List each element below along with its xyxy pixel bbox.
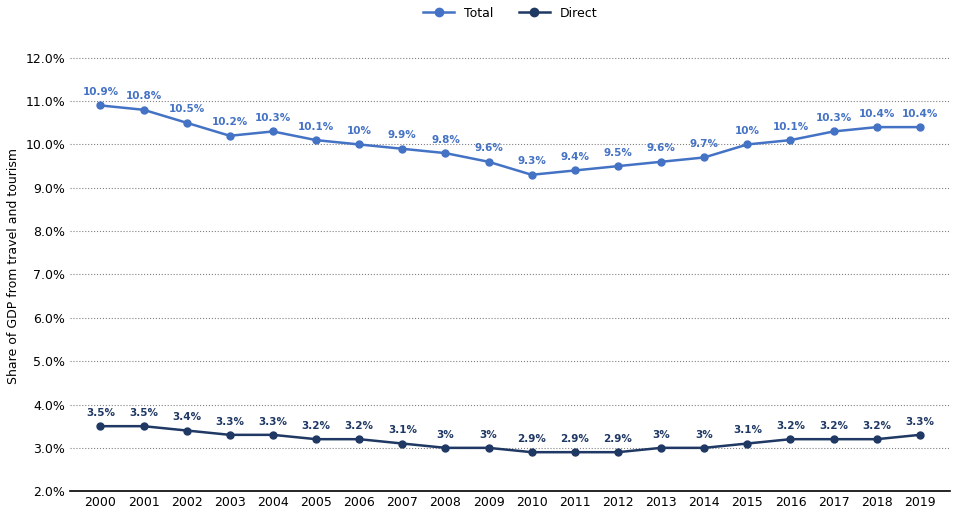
Text: 3.4%: 3.4% — [172, 412, 201, 422]
Total — [785, 137, 796, 143]
Text: 3.3%: 3.3% — [258, 416, 287, 427]
Direct — [224, 432, 235, 438]
Text: 10.5%: 10.5% — [168, 104, 205, 115]
Text: 10.9%: 10.9% — [82, 87, 119, 97]
Text: 10.3%: 10.3% — [255, 113, 291, 123]
Total — [569, 167, 581, 173]
Total — [656, 159, 667, 165]
Text: 9.6%: 9.6% — [474, 143, 503, 153]
Text: 10.3%: 10.3% — [815, 113, 852, 123]
Text: 3.1%: 3.1% — [733, 425, 762, 435]
Text: 9.8%: 9.8% — [431, 135, 460, 145]
Text: 9.5%: 9.5% — [604, 148, 633, 158]
Total — [483, 159, 495, 165]
Direct — [439, 445, 451, 451]
Text: 9.9%: 9.9% — [388, 131, 416, 140]
Direct — [396, 441, 408, 447]
Total — [914, 124, 925, 130]
Direct — [656, 445, 667, 451]
Total — [138, 107, 149, 113]
Total — [699, 154, 710, 160]
Direct — [914, 432, 925, 438]
Text: 3.2%: 3.2% — [776, 421, 805, 431]
Total — [310, 137, 322, 143]
Total — [526, 172, 538, 178]
Text: 2.9%: 2.9% — [561, 434, 590, 444]
Total — [828, 128, 839, 135]
Legend: Total, Direct: Total, Direct — [418, 2, 602, 25]
Text: 3.2%: 3.2% — [862, 421, 891, 431]
Total — [742, 141, 753, 148]
Text: 3%: 3% — [479, 429, 498, 440]
Text: 10.4%: 10.4% — [858, 109, 895, 119]
Total — [267, 128, 278, 135]
Text: 10.1%: 10.1% — [772, 122, 809, 132]
Text: 3.5%: 3.5% — [129, 408, 158, 418]
Text: 3.2%: 3.2% — [819, 421, 848, 431]
Text: 10.2%: 10.2% — [211, 118, 248, 127]
Text: 10.1%: 10.1% — [298, 122, 334, 132]
Direct — [871, 436, 882, 442]
Total — [612, 163, 624, 169]
Text: 10.4%: 10.4% — [901, 109, 938, 119]
Direct — [310, 436, 322, 442]
Text: 2.9%: 2.9% — [604, 434, 633, 444]
Direct — [95, 423, 106, 429]
Text: 10.8%: 10.8% — [125, 91, 162, 102]
Text: 10%: 10% — [346, 126, 371, 136]
Text: 3.3%: 3.3% — [905, 416, 934, 427]
Text: 9.6%: 9.6% — [647, 143, 676, 153]
Total — [95, 102, 106, 108]
Direct — [612, 449, 624, 455]
Text: 9.3%: 9.3% — [518, 156, 546, 167]
Direct — [742, 441, 753, 447]
Total — [181, 120, 192, 126]
Direct — [181, 427, 192, 433]
Total — [396, 146, 408, 152]
Text: 3%: 3% — [436, 429, 455, 440]
Text: 10%: 10% — [735, 126, 760, 136]
Total — [353, 141, 365, 148]
Text: 3%: 3% — [653, 429, 670, 440]
Y-axis label: Share of GDP from travel and tourism: Share of GDP from travel and tourism — [7, 148, 20, 384]
Text: 3.5%: 3.5% — [86, 408, 115, 418]
Text: 9.7%: 9.7% — [690, 139, 719, 149]
Total — [439, 150, 451, 156]
Line: Total: Total — [97, 102, 924, 178]
Text: 3.2%: 3.2% — [301, 421, 330, 431]
Direct — [483, 445, 495, 451]
Total — [224, 133, 235, 139]
Text: 3.1%: 3.1% — [388, 425, 417, 435]
Direct — [569, 449, 581, 455]
Direct — [699, 445, 710, 451]
Direct — [138, 423, 149, 429]
Line: Direct: Direct — [97, 423, 924, 456]
Text: 2.9%: 2.9% — [518, 434, 546, 444]
Direct — [526, 449, 538, 455]
Direct — [828, 436, 839, 442]
Direct — [785, 436, 796, 442]
Text: 3.2%: 3.2% — [345, 421, 373, 431]
Text: 3.3%: 3.3% — [215, 416, 244, 427]
Direct — [353, 436, 365, 442]
Direct — [267, 432, 278, 438]
Text: 3%: 3% — [696, 429, 713, 440]
Total — [871, 124, 882, 130]
Text: 9.4%: 9.4% — [561, 152, 590, 162]
